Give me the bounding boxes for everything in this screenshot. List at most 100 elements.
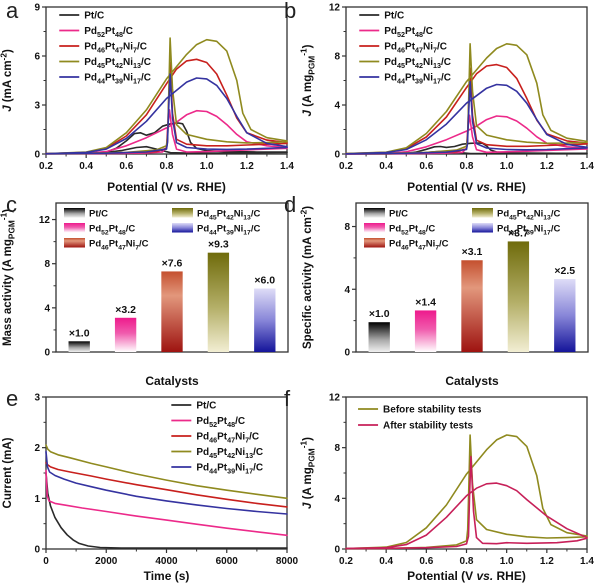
legend-label: Before stability tests <box>383 405 482 416</box>
x-axis-label: Potential (V vs. RHE) <box>107 180 226 194</box>
legend-label: Pd45Pt42Ni13/C <box>84 57 151 70</box>
y-tick-label: 2 <box>34 443 40 454</box>
y-tick-label: 4 <box>44 303 50 314</box>
x-axis-label: Catalysts <box>145 374 199 388</box>
bar-Pd46Pt47Ni7/C <box>161 271 183 352</box>
legend-label: Pd44Pt39Ni17/C <box>384 73 451 86</box>
y-tick-label: 0 <box>344 348 350 359</box>
y-tick-label: 12 <box>329 393 341 404</box>
legend-label: Pd45Pt42Ni13/C <box>497 209 560 222</box>
y-tick-label: 8 <box>334 52 340 63</box>
y-tick-label: 4 <box>334 101 340 112</box>
bar-Pd52Pt48/C <box>414 310 437 352</box>
bar-multiplier-label: ×3.2 <box>115 304 136 316</box>
plot-frame <box>45 6 288 155</box>
bar-multiplier-label: ×1.4 <box>415 296 436 308</box>
x-tick-label: 1.0 <box>200 161 214 172</box>
legend-swatch-Pd46Pt47Ni7/C <box>364 238 385 248</box>
y-axis-label: J (mA cm-2) <box>0 49 14 112</box>
x-tick-label: 1.4 <box>280 161 294 172</box>
legend-label: After stability tests <box>383 421 473 432</box>
x-tick-label: 2000 <box>95 556 118 567</box>
curve-Pd44Pt39Ni17/C <box>345 80 588 155</box>
legend-label: Pd45Pt42Ni13/C <box>197 209 260 222</box>
x-tick-label: 1.4 <box>580 161 594 172</box>
panel-a: a 0 3 6 9 0.2 0.4 0.6 0.8 1.0 1.2 1.4 Potential (V … <box>0 0 300 194</box>
bar-Pd52Pt48/C <box>114 317 137 352</box>
y-axis-label: Current (mA) <box>2 437 14 508</box>
x-tick-label: 0.4 <box>79 161 93 172</box>
x-tick-label: 1.2 <box>240 161 254 172</box>
x-tick-label: 1.2 <box>540 161 554 172</box>
x-tick-label: 0 <box>43 556 49 567</box>
legend-label: Pt/C <box>84 11 104 22</box>
panel-f: f 0 4 8 12 0.2 0.4 0.6 0.8 1.0 1.2 1.4 Potential (V… <box>284 388 600 583</box>
x-axis-label: Catalysts <box>445 374 499 388</box>
legend-label: Pd46Pt47Ni7/C <box>89 239 149 252</box>
panel-d: d 0 4 8 Catalysts Specific activity (mA cm-2… <box>284 194 600 388</box>
y-tick-label: 0 <box>34 150 40 161</box>
y-tick-label: 4 <box>344 285 350 296</box>
x-tick-label: 0.6 <box>419 161 433 172</box>
panel-b-chart: 0 4 8 12 0.2 0.4 0.6 0.8 1.0 1.2 1.4 Potential (V v… <box>300 3 594 195</box>
y-tick-label: 8 <box>344 222 350 233</box>
y-tick-label: 1 <box>34 494 40 505</box>
x-tick-label: 1.2 <box>540 556 554 567</box>
panel-a-chart: 0 3 6 9 0.2 0.4 0.6 0.8 1.0 1.2 1.4 Potential (V vs… <box>0 3 294 195</box>
x-tick-label: 4000 <box>155 556 178 567</box>
y-tick-label: 9 <box>34 3 40 14</box>
legend-label: Pd44Pt39Ni17/C <box>197 224 260 237</box>
panel-letter-b: b <box>284 0 297 23</box>
x-tick-label: 0.2 <box>339 161 353 172</box>
x-tick-label: 0.4 <box>379 161 393 172</box>
curve-Before stability tests <box>345 434 588 550</box>
legend-label: Pd45Pt42Ni13/C <box>384 57 451 70</box>
bar-Pd44Pt39Ni17/C <box>254 288 276 352</box>
legend-label: Pd46Pt47Ni7/C <box>384 42 447 55</box>
x-tick-label: 6000 <box>216 556 239 567</box>
y-tick-label: 3 <box>34 101 40 112</box>
x-tick-label: 0.6 <box>419 556 433 567</box>
legend-swatch-Pd44Pt39Ni17/C <box>172 223 193 233</box>
y-tick-label: 0 <box>44 348 50 359</box>
x-tick-label: 0.6 <box>119 161 133 172</box>
bar-Pd46Pt47Ni7/C <box>461 260 483 352</box>
legend-label: Pt/C <box>384 11 404 22</box>
x-tick-label: 1.0 <box>500 161 514 172</box>
panel-d-chart: 0 4 8 Catalysts Specific activity (mA cm-2) ×… <box>300 202 589 388</box>
bar-multiplier-label: ×1.0 <box>69 327 90 339</box>
bar-multiplier-label: ×2.5 <box>554 265 575 277</box>
panel-e: e 0 1 2 3 0 2000 4000 6000 8000 Time (s) Current (… <box>0 388 300 583</box>
curve-Pd45Pt42Ni13/C <box>45 444 288 500</box>
y-tick-label: 12 <box>329 3 341 14</box>
legend-label: Pd52Pt48/C <box>389 224 435 237</box>
bar-Pd44Pt39Ni17/C <box>554 279 576 352</box>
bar-multiplier-label: ×3.7 <box>508 227 529 239</box>
bar-multiplier-label: ×7.6 <box>162 257 183 269</box>
y-tick-label: 8 <box>44 259 50 270</box>
x-axis-label: Time (s) <box>144 569 190 583</box>
panel-letter-e: e <box>6 386 19 411</box>
y-axis-label: J (A mgPGM-1) <box>300 437 316 509</box>
panel-c-chart: 0 4 8 12 Catalysts Mass activity (A mgPGM-1) ×… <box>0 202 289 388</box>
legend-swatch-Pt/C <box>64 208 85 218</box>
legend-label: Pd52Pt48/C <box>89 224 135 237</box>
legend-swatch-Pd45Pt42Ni13/C <box>172 208 193 218</box>
x-tick-label: 0.4 <box>379 556 393 567</box>
y-tick-label: 0 <box>34 545 40 556</box>
x-tick-label: 0.8 <box>160 161 174 172</box>
bar-multiplier-label: ×3.1 <box>462 246 483 258</box>
x-tick-label: 0.8 <box>460 556 474 567</box>
x-tick-label: 0.2 <box>39 161 53 172</box>
y-axis-label: J (A mgPGM-1) <box>300 44 316 116</box>
legend-label: Pt/C <box>89 209 108 220</box>
x-tick-label: 1.0 <box>500 556 514 567</box>
bar-multiplier-label: ×6.0 <box>254 275 275 287</box>
y-tick-label: 0 <box>334 150 340 161</box>
y-axis-label: Specific activity (mA cm-2) <box>300 206 314 349</box>
x-tick-label: 1.4 <box>580 556 594 567</box>
y-axis-label: Mass activity (A mgPGM-1) <box>0 209 16 346</box>
bar-Pd45Pt42Ni13/C <box>507 241 530 352</box>
curve-Pd44Pt39Ni17/C <box>45 73 288 155</box>
